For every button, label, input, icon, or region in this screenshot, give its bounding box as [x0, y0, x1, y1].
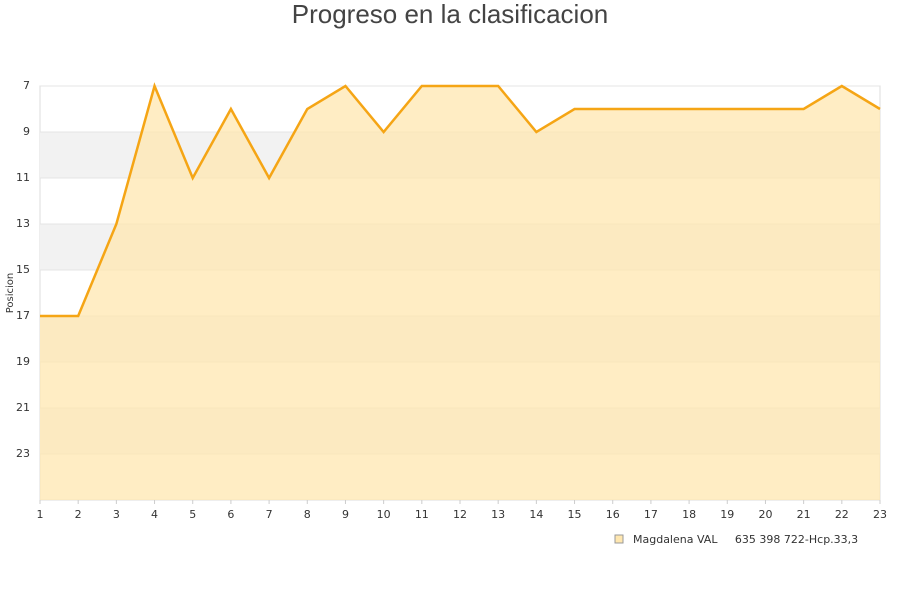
x-tick-label: 3 — [113, 508, 120, 521]
y-tick-label: 19 — [16, 355, 30, 368]
x-tick-label: 21 — [797, 508, 811, 521]
y-tick-label: 9 — [23, 125, 30, 138]
legend-label: Magdalena VAL 635 398 722-Hcp.33,3 — [633, 533, 858, 546]
x-tick-label: 15 — [568, 508, 582, 521]
x-tick-label: 23 — [873, 508, 887, 521]
y-tick-label: 13 — [16, 217, 30, 230]
y-tick-label: 7 — [23, 79, 30, 92]
x-tick-label: 22 — [835, 508, 849, 521]
y-tick-label: 21 — [16, 401, 30, 414]
x-tick-label: 11 — [415, 508, 429, 521]
y-axis-label: Posicion — [5, 273, 16, 314]
x-tick-label: 19 — [720, 508, 734, 521]
x-tick-label: 5 — [189, 508, 196, 521]
x-tick-label: 1 — [37, 508, 44, 521]
x-tick-label: 8 — [304, 508, 311, 521]
legend-swatch — [614, 534, 624, 544]
y-tick-label: 17 — [16, 309, 30, 322]
x-tick-label: 6 — [227, 508, 234, 521]
x-tick-label: 18 — [682, 508, 696, 521]
x-tick-label: 14 — [529, 508, 543, 521]
x-tick-label: 13 — [491, 508, 505, 521]
x-tick-label: 10 — [377, 508, 391, 521]
line — [40, 82, 881, 318]
area — [40, 86, 880, 500]
x-tick-label: 9 — [342, 508, 349, 521]
x-tick-label: 7 — [266, 508, 273, 521]
y-tick-label: 15 — [16, 263, 30, 276]
x-tick-label: 12 — [453, 508, 467, 521]
x-tick-label: 4 — [151, 508, 158, 521]
x-tick-label: 17 — [644, 508, 658, 521]
y-tick-label: 23 — [16, 447, 30, 460]
y-tick-label: 11 — [16, 171, 30, 184]
x-tick-label: 2 — [75, 508, 82, 521]
x-tick-label: 16 — [606, 508, 620, 521]
chart-title: Progreso en la clasificacion — [292, 0, 609, 29]
x-tick-label: 20 — [758, 508, 772, 521]
